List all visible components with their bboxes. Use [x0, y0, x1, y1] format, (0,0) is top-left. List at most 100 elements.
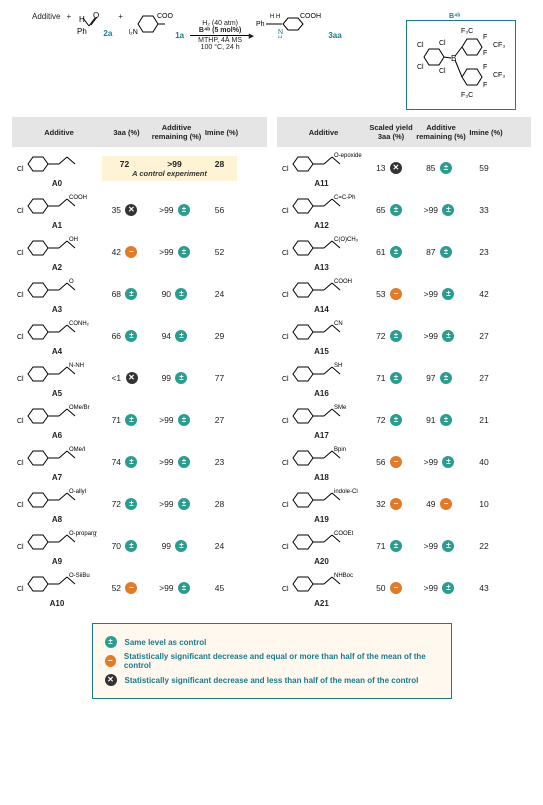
product: PhH HNHCOOH 3aa	[256, 12, 342, 40]
catbox-label: B⁴ᵇ	[447, 13, 462, 20]
right-column: Additive Scaled yield 3aa (%) Additive r…	[277, 117, 532, 609]
svg-text:COOH: COOH	[334, 279, 352, 285]
svg-text:Cl: Cl	[17, 208, 24, 215]
svg-text:Cl: Cl	[282, 460, 289, 467]
svg-text:F₃C: F₃C	[461, 92, 473, 99]
table-row: Cl O-allyl A8 72 ± >99 ± 28	[12, 483, 267, 525]
imine-cell: 23	[467, 247, 502, 257]
same-badge-icon: ±	[175, 540, 187, 552]
imine-cell: 33	[467, 205, 502, 215]
svg-text:OH: OH	[69, 237, 78, 243]
aldehyde: HPhO 2a	[77, 12, 112, 38]
svg-text:Cl: Cl	[17, 376, 24, 383]
remaining-cell: >99 ±	[412, 456, 467, 468]
same-badge-icon: ±	[178, 246, 190, 258]
imine-cell: 42	[467, 289, 502, 299]
aldehyde-sub: 2a	[103, 29, 112, 38]
left-header: Additive 3aa (%) Additive remaining (%) …	[12, 117, 267, 147]
legend-row-half: − Statistically significant decrease and…	[105, 652, 439, 670]
amine: H₂NCOOH 1a	[129, 12, 184, 40]
same-badge-icon: ±	[440, 372, 452, 384]
yield-cell: 35 ✕	[102, 204, 147, 216]
additive-structure: Cl NHBoc A21	[277, 569, 367, 607]
same-badge-icon: ±	[105, 636, 117, 648]
same-badge-icon: ±	[125, 288, 137, 300]
imine-cell: 40	[467, 457, 502, 467]
imine-cell: 22	[467, 541, 502, 551]
legend-less-text: Statistically significant decrease and l…	[125, 676, 419, 685]
remaining-cell: >99 ±	[147, 498, 202, 510]
additive-structure: Cl COOH A1	[12, 191, 102, 229]
svg-text:CN: CN	[334, 321, 343, 327]
half-badge-icon: −	[105, 655, 116, 667]
table-row: Cl Bpin A18 56 − >99 ± 40	[277, 441, 532, 483]
svg-text:Cl: Cl	[282, 502, 289, 509]
svg-text:Ph: Ph	[77, 27, 87, 36]
remaining-cell: 87 ±	[412, 246, 467, 258]
svg-text:F: F	[483, 82, 487, 89]
remaining-cell: 97 ±	[412, 372, 467, 384]
table-row: Cl SMe A17 72 ± 91 ± 21	[277, 399, 532, 441]
svg-text:Cl: Cl	[17, 334, 24, 341]
half-badge-icon: −	[125, 582, 137, 594]
svg-text:O-allyl: O-allyl	[69, 489, 86, 495]
imine-cell: 29	[202, 331, 237, 341]
same-badge-icon: ±	[390, 372, 402, 384]
svg-text:CONH₂: CONH₂	[69, 321, 90, 327]
same-badge-icon: ±	[442, 540, 454, 552]
svg-text:Cl: Cl	[17, 460, 24, 467]
yield-cell: <1 ✕	[102, 372, 147, 384]
yield-cell: 50 −	[367, 582, 412, 594]
less-badge-icon: ✕	[125, 204, 137, 216]
table-row: Cl COOEt A20 71 ± >99 ± 22	[277, 525, 532, 567]
hdr-imine: Imine (%)	[204, 128, 239, 137]
less-badge-icon: ✕	[126, 372, 138, 384]
svg-text:Cl: Cl	[417, 42, 424, 49]
yield-cell: 72	[102, 159, 147, 169]
same-badge-icon: ±	[178, 204, 190, 216]
arrow-block: H₂ (40 atm) B⁴ᵇ (5 mol%) ▶ MTHP, 4Å MS 1…	[190, 12, 250, 51]
same-badge-icon: ±	[175, 372, 187, 384]
svg-text:C=C-Ph: C=C-Ph	[334, 195, 356, 201]
half-badge-icon: −	[390, 498, 402, 510]
hdr-additive-r: Additive	[279, 128, 369, 137]
table-row: Cl N-NH A5 <1 ✕ 99 ± 77	[12, 357, 267, 399]
additive-structure: Cl N-NH A5	[12, 359, 102, 397]
svg-text:COOH: COOH	[157, 13, 173, 20]
additive-structure: Cl CONH₂ A4	[12, 317, 102, 355]
imine-cell: 59	[467, 163, 502, 173]
svg-text:CF₃: CF₃	[493, 72, 505, 79]
left-column: Additive 3aa (%) Additive remaining (%) …	[12, 117, 267, 609]
hdr-additive: Additive	[14, 128, 104, 137]
imine-cell: 77	[202, 373, 237, 383]
additive-structure: Cl SMe A17	[277, 401, 367, 439]
less-badge-icon: ✕	[390, 162, 402, 174]
plus-2: +	[118, 12, 123, 21]
remaining-cell: 85 ±	[412, 162, 467, 174]
remaining-cell: >99 ±	[412, 288, 467, 300]
legend-row-less: ✕ Statistically significant decrease and…	[105, 674, 439, 686]
svg-text:Ph: Ph	[256, 21, 265, 28]
svg-text:Cl: Cl	[417, 64, 424, 71]
imine-cell: 27	[202, 415, 237, 425]
svg-text:Cl: Cl	[282, 418, 289, 425]
svg-text:Cl: Cl	[17, 292, 24, 299]
svg-text:OMe/Br: OMe/Br	[69, 405, 90, 411]
yield-cell: 53 −	[367, 288, 412, 300]
yield-cell: 32 −	[367, 498, 412, 510]
svg-text:H₂N: H₂N	[129, 29, 138, 36]
legend-half-text: Statistically significant decrease and e…	[124, 652, 439, 670]
same-badge-icon: ±	[390, 330, 402, 342]
svg-text:Cl: Cl	[282, 334, 289, 341]
same-badge-icon: ±	[442, 330, 454, 342]
catalyst-box: B⁴ᵇ B ClCl ClCl FF FF CF₃CF₃ F₃CF₃C	[406, 20, 516, 110]
additive-structure: Cl O-epoxide A11	[277, 149, 367, 187]
svg-text:NHBoc: NHBoc	[334, 573, 353, 579]
svg-text:COOH: COOH	[69, 195, 87, 201]
same-badge-icon: ±	[442, 456, 454, 468]
imine-cell: 24	[202, 541, 237, 551]
legend-same-text: Same level as control	[125, 638, 207, 647]
table-row: Cl C=C-Ph A12 65 ± >99 ± 33	[277, 189, 532, 231]
same-badge-icon: ±	[442, 204, 454, 216]
additive-structure: Cl O A3	[12, 275, 102, 313]
